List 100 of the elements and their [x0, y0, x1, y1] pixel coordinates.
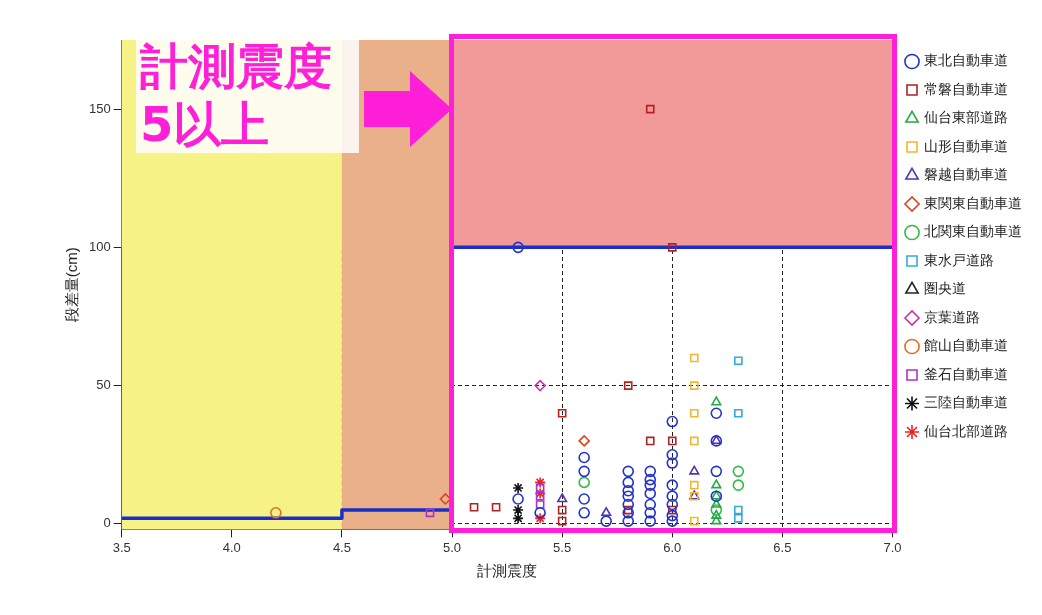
- point: [666, 490, 679, 503]
- point: [623, 381, 633, 390]
- y-tick-label: 0: [103, 515, 111, 531]
- point: [644, 465, 657, 478]
- point: [644, 473, 657, 486]
- point: [425, 508, 435, 518]
- legend-label: 東北自動車道: [924, 52, 1008, 69]
- point: [622, 498, 635, 511]
- point: [645, 436, 655, 446]
- x-axis-title: 計測震度: [477, 562, 538, 580]
- point: [578, 476, 590, 489]
- point: [512, 482, 524, 494]
- point: [666, 415, 679, 428]
- point: [557, 408, 567, 418]
- point: [534, 379, 546, 392]
- point: [711, 498, 722, 508]
- point: [711, 396, 722, 406]
- x-tick-label: 5.0: [443, 539, 462, 555]
- point: [667, 436, 677, 446]
- point: [734, 505, 743, 515]
- point: [734, 356, 743, 366]
- x-tick-label: 7.0: [883, 539, 902, 555]
- point: [512, 241, 524, 254]
- point: [711, 479, 722, 489]
- point: [644, 487, 657, 500]
- point: [623, 505, 633, 515]
- y-axis-title: 段差量(cm): [63, 247, 81, 323]
- point: [535, 483, 545, 493]
- point: [711, 515, 722, 525]
- x-tick-label: 6.0: [663, 539, 682, 555]
- legend-label: 山形自動車道: [924, 137, 1008, 154]
- legend-label: 仙台北部道路: [924, 422, 1008, 439]
- point: [578, 435, 590, 447]
- legend-label: 常磐自動車道: [924, 80, 1008, 97]
- x-tick-label: 4.0: [222, 539, 241, 555]
- point: [732, 479, 745, 491]
- point: [534, 476, 546, 489]
- legend-label: 圏央道: [924, 280, 966, 297]
- point: [710, 407, 723, 420]
- point: [622, 507, 635, 519]
- y-tick-label: 150: [88, 100, 111, 116]
- point: [578, 451, 590, 464]
- legend-label: 北関東自動車道: [924, 223, 1022, 240]
- point: [491, 502, 501, 512]
- point: [734, 408, 743, 418]
- point: [710, 504, 723, 516]
- point: [734, 514, 743, 523]
- point: [557, 505, 567, 515]
- point: [534, 487, 546, 500]
- legend-label: 京葉道路: [924, 308, 980, 325]
- point: [622, 465, 635, 478]
- point: [689, 436, 699, 446]
- point: [666, 448, 679, 461]
- point: [601, 507, 612, 517]
- point: [732, 465, 745, 478]
- point: [644, 479, 657, 491]
- x-tick-label: 5.5: [553, 539, 572, 555]
- y-tick-label: 50: [96, 377, 111, 393]
- point: [578, 493, 590, 505]
- point: [644, 498, 657, 511]
- legend-label: 磐越自動車道: [924, 166, 1008, 183]
- point: [600, 515, 612, 527]
- point: [557, 493, 568, 503]
- x-tick-label: 3.5: [112, 539, 131, 555]
- point: [666, 479, 679, 491]
- point: [512, 512, 524, 525]
- point: [622, 490, 635, 503]
- point: [689, 353, 699, 363]
- point: [666, 509, 679, 522]
- point: [557, 516, 567, 526]
- point: [534, 507, 546, 519]
- point: [689, 465, 700, 475]
- point: [622, 515, 635, 527]
- point: [666, 457, 679, 469]
- point: [667, 505, 677, 515]
- point: [469, 502, 479, 512]
- point: [666, 515, 679, 527]
- point: [689, 516, 699, 526]
- legend-label: 三陸自動車道: [924, 394, 1008, 411]
- point: [689, 408, 699, 418]
- point: [534, 512, 546, 525]
- point: [667, 243, 677, 252]
- point: [578, 465, 590, 478]
- x-tick-label: 4.5: [332, 539, 351, 555]
- legend-label: 館山自動車道: [924, 337, 1008, 354]
- point: [644, 515, 657, 527]
- point: [578, 507, 590, 519]
- point: [689, 381, 699, 390]
- point: [710, 465, 723, 478]
- annotation: 計測震度 5以上: [136, 37, 360, 154]
- legend-label: 仙台東部道路: [924, 109, 1008, 126]
- point: [644, 507, 657, 519]
- legend-label: 釜石自動車道: [924, 365, 1008, 382]
- point: [270, 507, 282, 519]
- point: [535, 491, 545, 501]
- x-tick-label: 6.5: [773, 539, 792, 555]
- point: [666, 498, 679, 511]
- point: [711, 509, 722, 519]
- point: [512, 504, 524, 516]
- point: [622, 476, 635, 489]
